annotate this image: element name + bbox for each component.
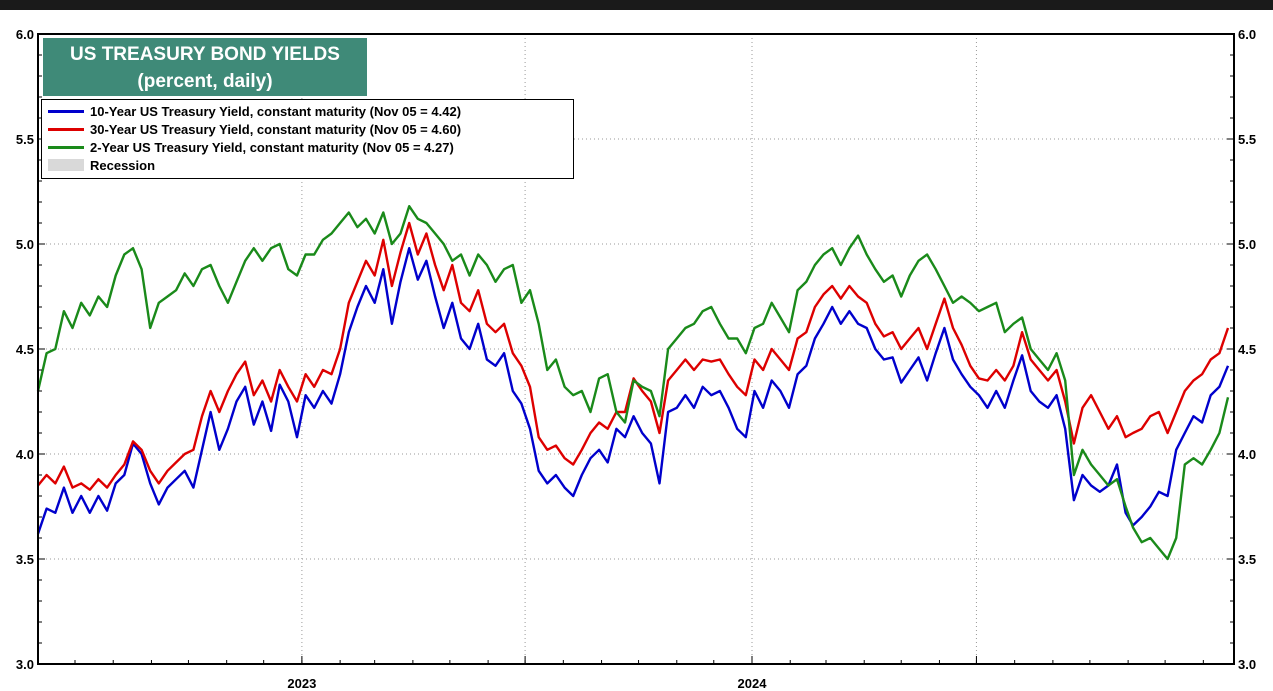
x-tick-label: 2024 xyxy=(738,676,768,691)
y-tick-label-left: 4.0 xyxy=(16,447,34,462)
y-tick-label-left: 3.5 xyxy=(16,552,34,567)
y-tick-label-right: 3.5 xyxy=(1238,552,1256,567)
legend-item-30y: 30-Year US Treasury Yield, constant matu… xyxy=(48,120,573,138)
legend: 10-Year US Treasury Yield, constant matu… xyxy=(41,99,574,179)
legend-item-recession: Recession xyxy=(48,156,573,174)
axis-layer: 3.0 3.0 3.5 3.5 4.0 4.0 4.5 4.5 5.0 5.0 5.5 5.5 6.0 6… xyxy=(16,27,1256,691)
x-tick-label: 2023 xyxy=(287,676,316,691)
y-tick-label-right: 5.5 xyxy=(1238,132,1256,147)
legend-label-10y: 10-Year US Treasury Yield, constant matu… xyxy=(90,103,462,119)
legend-item-10y: 10-Year US Treasury Yield, constant matu… xyxy=(48,102,573,120)
y-tick-label-right: 5.0 xyxy=(1238,237,1256,252)
y-tick-label-left: 5.5 xyxy=(16,132,34,147)
series-line-30y xyxy=(37,221,1230,491)
legend-item-2y: 2-Year US Treasury Yield, constant matur… xyxy=(48,138,573,156)
y-tick-label-left: 5.0 xyxy=(16,237,34,252)
top-border-bar xyxy=(0,0,1273,10)
y-tick-label-right: 4.0 xyxy=(1238,447,1256,462)
y-tick-label-right: 3.0 xyxy=(1238,657,1256,672)
y-tick-label-right: 4.5 xyxy=(1238,342,1256,357)
legend-swatch-10y xyxy=(48,109,84,113)
series-layer xyxy=(36,205,1230,561)
y-tick-label-right: 6.0 xyxy=(1238,27,1256,42)
legend-swatch-2y xyxy=(48,145,84,149)
y-tick-label-left: 4.5 xyxy=(16,342,34,357)
chart-title: US TREASURY BOND YIELDS xyxy=(70,44,340,65)
legend-swatch-30y xyxy=(48,127,84,131)
y-tick-label-left: 6.0 xyxy=(16,27,34,42)
legend-swatch-recession xyxy=(48,159,84,171)
series-line-2y xyxy=(36,205,1230,561)
series-line-10y xyxy=(36,247,1230,535)
legend-label-30y: 30-Year US Treasury Yield, constant matu… xyxy=(90,121,462,137)
chart-subtitle: (percent, daily) xyxy=(137,71,273,92)
legend-label-2y: 2-Year US Treasury Yield, constant matur… xyxy=(90,139,454,155)
chart-title-box: US TREASURY BOND YIELDS (percent, daily) xyxy=(43,38,367,96)
legend-label-recession: Recession xyxy=(90,157,156,173)
y-tick-label-left: 3.0 xyxy=(16,657,34,672)
